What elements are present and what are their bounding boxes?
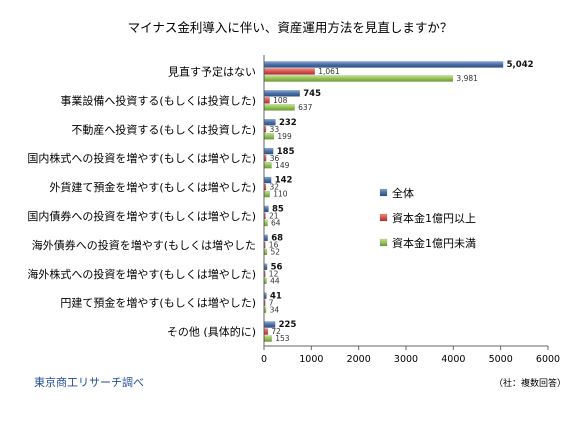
data-label: 232 xyxy=(279,118,297,128)
bar-large xyxy=(264,183,267,191)
data-label: 68 xyxy=(271,233,283,243)
data-label: 1,061 xyxy=(318,67,340,76)
data-label: 44 xyxy=(270,276,280,285)
bar-small xyxy=(264,190,270,198)
data-label: 745 xyxy=(303,89,321,99)
data-label: 225 xyxy=(279,320,297,330)
data-label: 12 xyxy=(269,269,279,278)
data-label: 34 xyxy=(270,305,280,314)
data-label: 7 xyxy=(269,298,274,307)
bar-small xyxy=(264,161,272,169)
bar-total xyxy=(264,147,274,155)
data-label: 185 xyxy=(277,147,295,157)
legend-swatch xyxy=(379,188,388,197)
category-label: 国内債券への投資を増やす(もしくは増やした) xyxy=(27,209,256,223)
category-label: 外貨建て預金を増やす(もしくは増やした) xyxy=(49,180,256,194)
x-tick-label: 5000 xyxy=(489,354,513,365)
data-label: 72 xyxy=(271,327,281,336)
x-tick-label: 4000 xyxy=(441,354,465,365)
data-label: 33 xyxy=(270,125,280,134)
bar-small xyxy=(264,335,272,342)
data-label: 36 xyxy=(270,154,280,163)
bar-small xyxy=(264,104,295,111)
category-label: 海外株式への投資を増やす(もしくは増やした) xyxy=(27,267,256,281)
legend-label: 全体 xyxy=(392,186,414,200)
data-label: 153 xyxy=(275,334,290,343)
bar-total xyxy=(264,90,300,97)
source-note: 東京商工リサーチ調べ xyxy=(34,376,144,389)
x-tick-label: 0 xyxy=(261,354,267,365)
data-label: 41 xyxy=(270,291,282,301)
bar-small xyxy=(264,132,275,140)
footnote: （社：複数回答） xyxy=(494,377,566,389)
data-label: 52 xyxy=(270,247,280,256)
bar-total xyxy=(264,292,267,299)
data-label: 64 xyxy=(271,219,281,228)
bar-large xyxy=(264,212,266,220)
bar-small xyxy=(264,306,267,313)
category-label: 国内株式への投資を増やす(もしくは増やした) xyxy=(27,151,256,165)
category-label: 見直す予定はない xyxy=(168,64,256,78)
category-label: 不動産へ投資する(もしくは投資した) xyxy=(71,122,256,136)
legend-label: 資本金1億円未満 xyxy=(392,236,476,250)
data-label: 149 xyxy=(275,161,290,170)
bar-total xyxy=(264,205,269,213)
data-label: 199 xyxy=(277,132,292,141)
bar-total xyxy=(264,321,276,328)
data-label: 32 xyxy=(270,183,280,192)
bar-large xyxy=(264,125,267,133)
bar-total xyxy=(264,118,276,126)
bar-total xyxy=(264,61,504,68)
plot-area: 0 1000 2000 3000 4000 5000 6000 見直す予定はない 5,042 1,… xyxy=(27,55,560,365)
bar-small xyxy=(264,75,454,82)
bar-large xyxy=(264,328,269,335)
bar-large xyxy=(264,241,266,249)
category-label: 円建て預金を増やす(もしくは増やした) xyxy=(60,296,256,310)
bar-large xyxy=(264,154,267,162)
x-tick-label: 2000 xyxy=(347,354,371,365)
bar-small xyxy=(264,277,267,285)
data-label: 56 xyxy=(271,262,283,272)
data-label: 142 xyxy=(275,176,293,186)
category-label: 事業設備へ投資する(もしくは投資した) xyxy=(60,93,256,107)
bar-total xyxy=(264,263,268,271)
legend-swatch xyxy=(379,213,388,222)
category-label: その他 (具体的に) xyxy=(167,325,256,339)
category-label: 海外債券への投資を増やす(もしくは増やした xyxy=(32,238,256,252)
bar-total xyxy=(264,176,272,184)
legend-label: 資本金1億円以上 xyxy=(392,211,476,225)
bar-large xyxy=(264,270,266,278)
data-label: 5,042 xyxy=(507,60,534,70)
data-label: 108 xyxy=(273,96,288,105)
bar-small xyxy=(264,248,268,256)
chart-title: マイナス金利導入に伴い、資産運用方法を見直しますか？ xyxy=(128,20,453,35)
bar-small xyxy=(264,219,268,227)
x-tick-label: 1000 xyxy=(299,354,323,365)
bar-large xyxy=(264,299,266,306)
bar-total xyxy=(264,234,268,242)
data-label: 3,981 xyxy=(456,74,478,83)
bar-large xyxy=(264,97,270,104)
x-tick-label: 6000 xyxy=(536,354,560,365)
x-tick-label: 3000 xyxy=(394,354,418,365)
data-label: 110 xyxy=(273,190,288,199)
data-label: 85 xyxy=(272,205,284,215)
data-label: 637 xyxy=(298,103,313,112)
bar-large xyxy=(264,68,315,75)
legend-swatch xyxy=(379,238,388,247)
data-label: 16 xyxy=(269,240,279,249)
data-label: 21 xyxy=(269,212,279,221)
